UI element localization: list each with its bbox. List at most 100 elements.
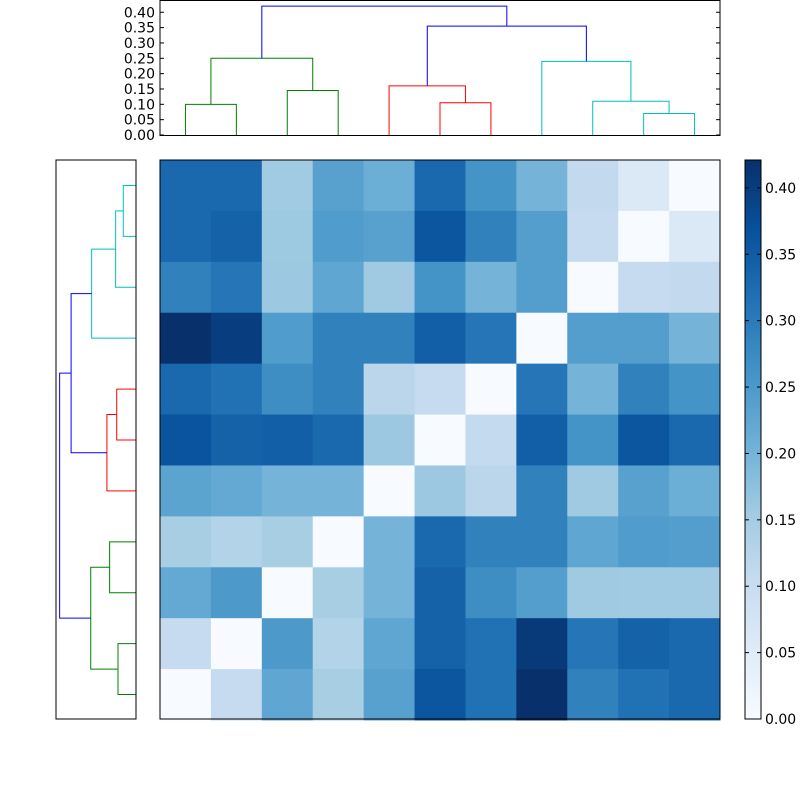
heatmap-cell: [210, 414, 263, 466]
dendrogram-link: [59, 372, 91, 619]
dendrogram-link: [210, 57, 314, 105]
heatmap-cell: [516, 516, 568, 568]
heatmap-cell: [414, 618, 466, 670]
heatmap-cell: [669, 465, 721, 517]
colorbar-tick-label: 0.35: [765, 247, 796, 263]
heatmap-cell: [312, 567, 365, 619]
dendrogram-link: [439, 102, 492, 135]
heatmap-cell: [414, 669, 466, 721]
heatmap-cell: [414, 465, 466, 517]
heatmap-cell: [312, 516, 365, 568]
heatmap-cell: [465, 516, 517, 568]
heatmap-cell: [414, 516, 466, 568]
dendrogram-link: [261, 5, 508, 59]
heatmap-cell: [363, 312, 416, 365]
heatmap-cell: [516, 160, 568, 212]
dendrogram-link: [286, 90, 339, 135]
heatmap-cell: [312, 363, 365, 416]
heatmap-cell: [160, 363, 212, 416]
heatmap-cell: [618, 516, 670, 568]
heatmap-cell: [669, 210, 721, 263]
heatmap-cell: [160, 669, 212, 721]
heatmap-cell: [414, 414, 466, 466]
heatmap-cell: [618, 618, 670, 670]
heatmap-cell: [363, 363, 416, 416]
column-dendrogram-frame: [159, 0, 721, 136]
colorbar: [744, 159, 762, 720]
heatmap-cell: [618, 669, 670, 721]
heatmap-cell: [618, 261, 670, 314]
heatmap-cell: [261, 669, 314, 721]
heatmap-cell: [160, 516, 212, 568]
heatmap-cell: [465, 618, 517, 670]
heatmap-cell: [516, 261, 568, 314]
heatmap-cell: [312, 618, 365, 670]
heatmap-cell: [414, 567, 466, 619]
heatmap-cell: [618, 363, 670, 416]
heatmap-cell: [210, 618, 263, 670]
dendrogram-link: [117, 643, 136, 696]
heatmap-cell: [669, 669, 721, 721]
heatmap-cell: [261, 363, 314, 416]
heatmap-cell: [618, 312, 670, 365]
heatmap-cell: [567, 210, 619, 263]
colorbar-tick-label: 0.15: [765, 513, 796, 529]
dendrogram-link: [388, 85, 466, 135]
y-tick-label: 0.15: [124, 82, 155, 98]
heatmap-cell: [516, 618, 568, 670]
heatmap-cell: [669, 261, 721, 314]
y-tick-label: 0.25: [124, 51, 155, 67]
y-tick-label: 0.30: [124, 36, 155, 52]
heatmap-cell: [414, 312, 466, 365]
dendrogram-link: [91, 248, 136, 339]
heatmap-cell: [465, 363, 517, 416]
dendrogram-link: [426, 25, 587, 86]
heatmap-frame: [159, 159, 721, 720]
heatmap-cell: [210, 210, 263, 263]
heatmap-cell: [465, 160, 517, 212]
heatmap-cell: [516, 669, 568, 721]
heatmap-cell: [160, 414, 212, 466]
column-dendrogram: [184, 5, 696, 135]
colorbar-tick-label: 0.40: [765, 181, 796, 197]
column-dendrogram-y-axis: 0.000.050.100.150.200.250.300.350.40: [124, 5, 720, 144]
heatmap-cell: [210, 669, 263, 721]
heatmap-cell: [363, 516, 416, 568]
heatmap-cell: [363, 465, 416, 517]
dendrogram-link: [109, 541, 136, 594]
heatmap-cell: [567, 261, 619, 314]
heatmap-cell: [516, 567, 568, 619]
heatmap-cell: [261, 261, 314, 314]
heatmap-cell: [465, 465, 517, 517]
heatmap-cell: [363, 618, 416, 670]
heatmap-cell: [618, 465, 670, 517]
heatmap-cell: [414, 160, 466, 212]
heatmap-cell: [567, 363, 619, 416]
dendrogram-link: [184, 103, 237, 135]
heatmap-cell: [618, 210, 670, 263]
dendrogram-link: [90, 566, 118, 670]
heatmap-cell: [160, 210, 212, 263]
heatmap-cell: [261, 414, 314, 466]
heatmap-cell: [160, 261, 212, 314]
dendrogram-link: [115, 210, 136, 288]
heatmap-cell: [465, 567, 517, 619]
row-dendrogram-frame: [55, 159, 137, 720]
heatmap-cell: [160, 312, 212, 365]
y-tick-label: 0.00: [124, 128, 155, 144]
heatmap-cell: [414, 261, 466, 314]
heatmap-cell: [210, 516, 263, 568]
heatmap-cell: [669, 160, 721, 212]
colorbar-tick-label: 0.30: [765, 314, 796, 330]
heatmap-cell: [567, 669, 619, 721]
heatmap-cell: [465, 210, 517, 263]
colorbar-tick-label: 0.25: [765, 380, 796, 396]
heatmap-cell: [516, 465, 568, 517]
heatmap-cell: [516, 312, 568, 365]
heatmap-cell: [261, 618, 314, 670]
heatmap-cell: [312, 261, 365, 314]
heatmap-cell: [261, 312, 314, 365]
heatmap-cell: [312, 312, 365, 365]
heatmap-cell: [261, 516, 314, 568]
heatmap-cell: [363, 669, 416, 721]
